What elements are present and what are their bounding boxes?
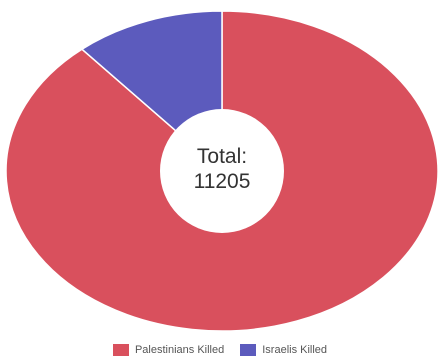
legend-swatch-palestinians (112, 344, 129, 356)
legend: Palestinians Killed Israelis Killed (0, 340, 440, 360)
legend-swatch-israelis (240, 344, 257, 356)
legend-label-palestinians: Palestinians Killed (134, 344, 225, 356)
donut-hole (160, 109, 284, 233)
center-label: Total: (197, 145, 247, 168)
legend-item-israelis[interactable]: Israelis Killed (240, 344, 327, 356)
center-value: 11205 (194, 170, 251, 193)
legend-label-israelis: Israelis Killed (262, 344, 328, 356)
legend-item-palestinians[interactable]: Palestinians Killed (112, 344, 225, 356)
